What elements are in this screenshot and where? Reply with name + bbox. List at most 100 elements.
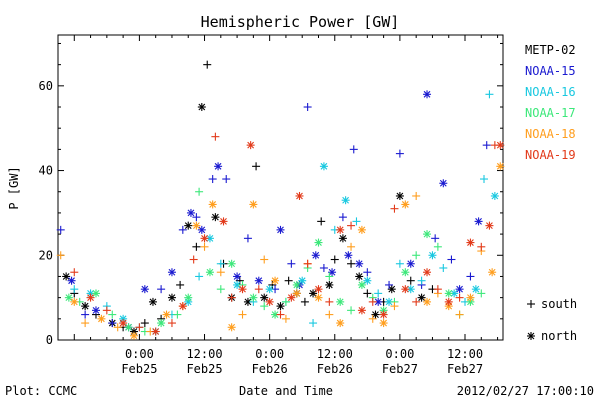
point-south <box>433 242 442 251</box>
point-stroke <box>336 319 344 327</box>
point-stroke <box>423 268 431 276</box>
point-south <box>140 319 149 328</box>
point-stroke <box>380 311 387 318</box>
point-north <box>271 276 280 285</box>
point-north <box>336 225 345 234</box>
point-north <box>91 306 100 315</box>
point-stroke <box>309 290 317 297</box>
series-points <box>70 132 505 336</box>
point-stroke <box>472 285 480 293</box>
point-south <box>260 302 269 311</box>
point-south <box>417 276 426 285</box>
x-tick-time: 0:00 <box>385 347 414 361</box>
point-stroke <box>141 285 149 293</box>
point-south <box>56 251 65 260</box>
point-south <box>325 297 334 306</box>
point-south <box>431 234 440 243</box>
point-stroke <box>201 234 208 242</box>
point-north <box>249 293 258 302</box>
legend-item: NOAA-15 <box>525 64 576 78</box>
point-south <box>192 242 201 251</box>
legend-item: NOAA-19 <box>525 148 576 162</box>
point-south <box>70 285 79 294</box>
point-north <box>328 268 337 277</box>
point-north <box>338 234 347 243</box>
point-stroke <box>423 230 431 238</box>
point-south <box>102 306 111 315</box>
y-tick-label: 60 <box>39 79 53 93</box>
point-south <box>235 276 244 285</box>
point-stroke <box>70 298 78 306</box>
point-stroke <box>198 226 206 234</box>
point-south <box>227 293 236 302</box>
point-south <box>330 255 339 264</box>
point-stroke <box>407 285 415 293</box>
point-north <box>488 268 497 277</box>
point-north <box>81 302 90 311</box>
point-north <box>439 179 448 188</box>
point-stroke <box>320 162 328 170</box>
point-stroke <box>228 323 236 331</box>
point-stroke <box>488 268 496 276</box>
point-south <box>222 175 231 184</box>
point-north <box>205 268 214 277</box>
point-north <box>200 234 209 243</box>
point-north <box>62 272 71 281</box>
point-north <box>357 280 366 289</box>
point-south <box>447 255 456 264</box>
point-south <box>303 259 312 268</box>
point-south <box>276 310 285 319</box>
point-stroke <box>467 239 474 246</box>
point-stroke <box>87 294 94 302</box>
x-tick-date: Feb25 <box>186 362 222 376</box>
point-stroke <box>163 311 170 318</box>
x-tick-time: 12:00 <box>317 347 353 361</box>
point-stroke <box>271 311 279 318</box>
plot-frame <box>57 34 504 341</box>
point-north <box>178 302 187 311</box>
point-stroke <box>527 332 535 340</box>
point-north <box>157 319 166 328</box>
point-north <box>401 268 410 277</box>
y-axis: 0 20 40 60 <box>39 42 503 347</box>
point-north <box>243 297 252 306</box>
point-north <box>336 297 345 306</box>
point-north <box>379 319 388 328</box>
point-north <box>211 213 220 222</box>
point-stroke <box>239 285 246 293</box>
point-stroke <box>220 217 227 225</box>
point-north <box>64 293 73 302</box>
point-stroke <box>168 268 176 276</box>
point-north <box>341 196 350 205</box>
point-south <box>157 285 166 294</box>
point-stroke <box>287 294 295 302</box>
point-stroke <box>184 222 192 230</box>
point-north <box>314 238 323 247</box>
point-stroke <box>92 306 100 314</box>
point-south <box>309 319 318 328</box>
point-north <box>428 251 437 260</box>
point-north <box>417 293 426 302</box>
point-stroke <box>456 285 463 293</box>
point-north <box>276 302 285 311</box>
point-north <box>148 297 157 306</box>
data-points <box>56 60 505 340</box>
point-south <box>189 255 198 264</box>
point-stroke <box>385 298 393 306</box>
point-north <box>151 327 160 336</box>
point-stroke <box>206 234 214 242</box>
point-south <box>268 280 277 289</box>
point-south <box>477 289 486 298</box>
point-stroke <box>401 268 409 276</box>
point-south <box>349 145 358 154</box>
point-north <box>406 285 415 294</box>
point-south <box>195 187 204 196</box>
point-south <box>167 319 176 328</box>
point-stroke <box>372 311 379 318</box>
point-stroke <box>467 294 474 302</box>
point-stroke <box>298 277 306 285</box>
point-south <box>395 259 404 268</box>
point-north <box>444 289 453 298</box>
point-stroke <box>249 201 257 208</box>
point-stroke <box>179 302 187 310</box>
